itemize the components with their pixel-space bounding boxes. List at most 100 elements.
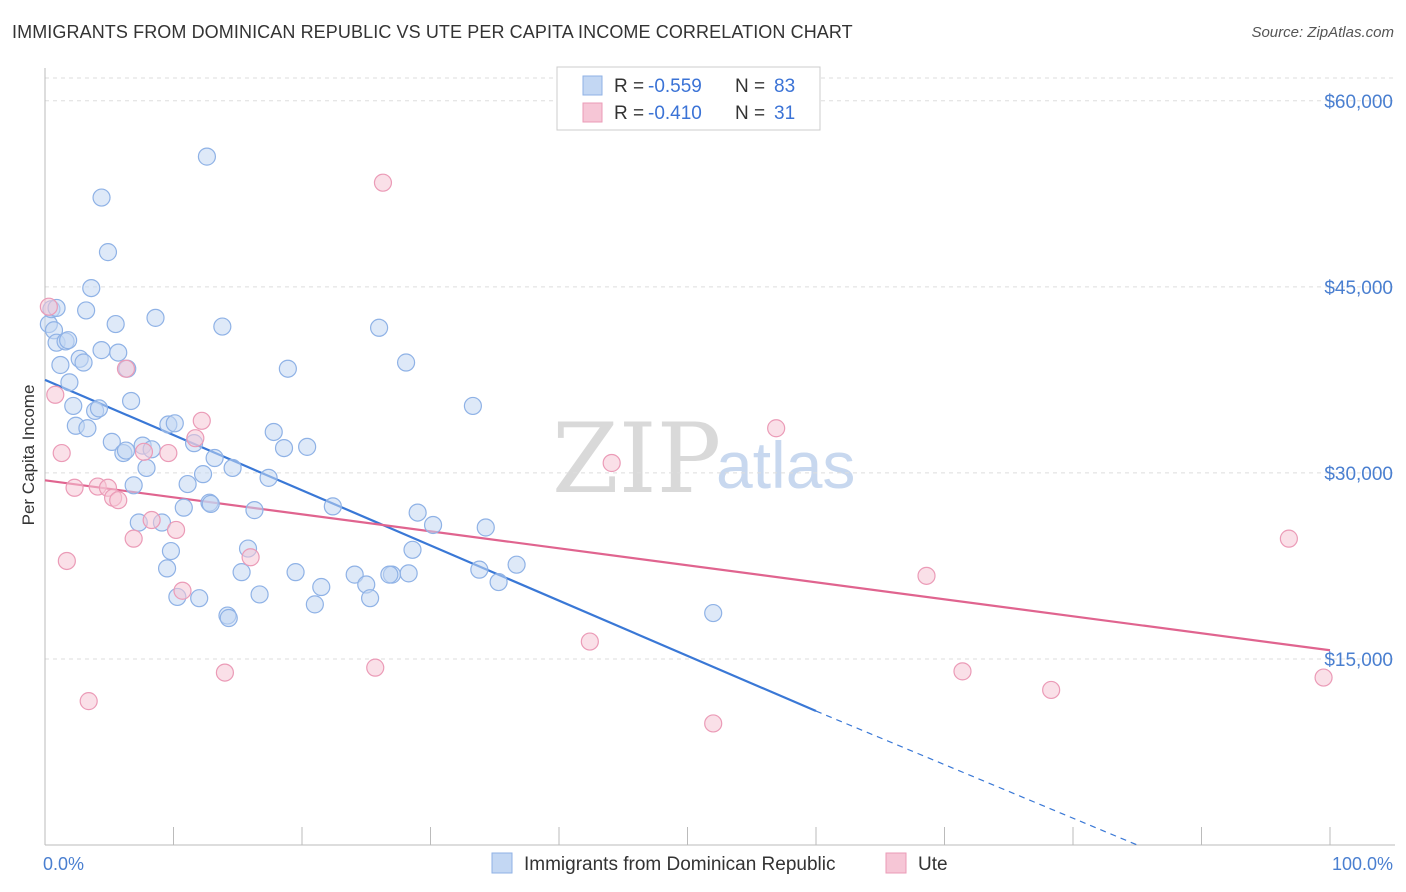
- point-ute: [109, 491, 128, 510]
- point-dominican: [201, 494, 220, 514]
- point-dominican: [92, 188, 111, 207]
- point-ute: [142, 510, 161, 530]
- legend-swatch-pink: [582, 102, 603, 123]
- y-tick-label: $15,000: [1324, 650, 1393, 671]
- point-dominican: [178, 474, 197, 494]
- point-dominican: [92, 341, 111, 360]
- series-legend-swatch-blue: [491, 852, 513, 874]
- point-dominican: [223, 458, 242, 478]
- point-ute: [241, 548, 260, 567]
- point-dominican: [59, 331, 78, 350]
- series-legend-label-2: Ute: [918, 854, 948, 875]
- x-tick-label-end: 100.0%: [1332, 854, 1393, 874]
- watermark-atlas: atlas: [716, 428, 855, 502]
- legend-n-value-2: 31: [774, 103, 795, 124]
- y-tick-label: $45,000: [1324, 278, 1393, 299]
- trend-line-dominican: [44, 378, 817, 713]
- point-ute: [1042, 680, 1061, 700]
- point-ute: [186, 429, 205, 448]
- point-dominican: [345, 565, 364, 584]
- point-ute: [173, 581, 192, 600]
- chart-title: IMMIGRANTS FROM DOMINICAN REPUBLIC VS UT…: [12, 22, 853, 42]
- point-dominican: [60, 373, 79, 392]
- point-dominican: [106, 314, 125, 334]
- point-dominican: [157, 559, 177, 578]
- point-ute: [57, 551, 76, 571]
- point-dominican: [489, 572, 508, 592]
- point-ute: [134, 442, 154, 461]
- point-ute: [52, 443, 71, 463]
- point-dominican: [396, 353, 416, 372]
- point-dominican: [165, 414, 184, 433]
- point-dominican: [259, 468, 278, 487]
- point-dominican: [219, 608, 238, 628]
- point-ute: [192, 411, 211, 430]
- point-dominican: [298, 437, 317, 456]
- point-dominican: [399, 564, 418, 583]
- legend-r-label-1: R =: [614, 76, 644, 97]
- point-dominican: [470, 560, 489, 579]
- trend-line-dominican-extension: [815, 710, 1138, 846]
- point-dominican: [408, 503, 427, 522]
- point-dominican: [213, 317, 232, 336]
- point-dominican: [89, 399, 109, 418]
- point-dominican: [250, 585, 269, 604]
- point-dominican: [312, 577, 331, 597]
- y-tick-label: $30,000: [1324, 464, 1393, 485]
- point-dominican: [64, 396, 83, 416]
- correlation-legend: R = -0.559 N = 83 R = -0.410 N = 31: [556, 66, 821, 131]
- point-ute: [602, 453, 621, 473]
- point-dominican: [197, 147, 217, 166]
- point-dominican: [77, 301, 96, 320]
- point-ute: [767, 419, 786, 438]
- point-dominican: [704, 603, 723, 623]
- point-dominican: [463, 396, 483, 416]
- axes: [44, 68, 1395, 846]
- point-dominican: [423, 515, 443, 535]
- point-dominican: [323, 497, 342, 516]
- point-dominican: [78, 419, 97, 438]
- point-ute: [159, 443, 178, 463]
- x-tick-label-start: 0.0%: [43, 854, 84, 874]
- point-dominican: [403, 540, 422, 559]
- point-ute: [373, 173, 393, 192]
- point-ute: [215, 663, 234, 682]
- legend-n-value-1: 83: [774, 76, 795, 97]
- series-legend: Immigrants from Dominican Republic Ute: [491, 852, 948, 875]
- point-dominican: [232, 563, 251, 582]
- point-dominican: [116, 441, 136, 460]
- series-legend-swatch-pink: [885, 852, 907, 874]
- point-ute: [46, 385, 65, 404]
- point-dominican: [82, 278, 101, 298]
- point-ute: [366, 658, 385, 677]
- point-dominican: [98, 243, 118, 262]
- point-dominican: [124, 476, 143, 495]
- source-credit: Source: ZipAtlas.com: [1251, 24, 1394, 41]
- point-ute: [116, 359, 136, 378]
- point-ute: [704, 714, 723, 733]
- point-dominican: [507, 555, 526, 574]
- point-dominican: [161, 541, 181, 561]
- point-ute: [79, 692, 98, 711]
- point-dominican: [74, 353, 93, 372]
- point-ute: [953, 662, 972, 681]
- point-ute: [917, 566, 936, 585]
- legend-n-label-2: N =: [735, 103, 765, 124]
- point-dominican: [190, 589, 209, 608]
- legend-swatch-blue: [582, 75, 603, 96]
- watermark: ZIP atlas: [552, 403, 855, 515]
- point-dominican: [121, 391, 141, 411]
- y-tick-labels: $15,000 $30,000 $45,000 $60,000: [1324, 92, 1393, 671]
- point-dominican: [137, 458, 156, 478]
- point-ute: [65, 478, 84, 497]
- point-dominican: [146, 308, 165, 327]
- y-tick-label: $60,000: [1324, 92, 1393, 113]
- series-legend-label-1: Immigrants from Dominican Republic: [524, 854, 836, 875]
- point-dominican: [51, 355, 70, 375]
- y-axis-label: Per Capita Income: [19, 385, 38, 526]
- point-ute: [39, 297, 58, 316]
- legend-n-label-1: N =: [735, 76, 765, 97]
- point-ute: [1314, 668, 1333, 687]
- point-dominican: [370, 318, 389, 337]
